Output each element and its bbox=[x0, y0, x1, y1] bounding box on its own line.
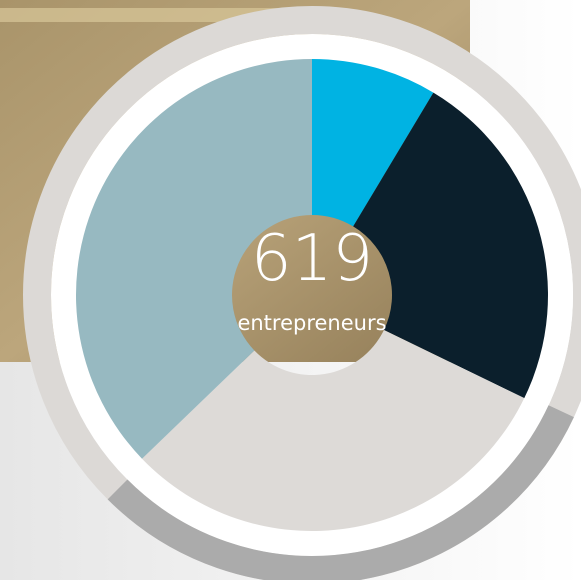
center-label: entrepreneurs bbox=[237, 311, 386, 335]
outer-ring-accent bbox=[107, 405, 574, 580]
donut-segment bbox=[312, 59, 434, 227]
ring-gap bbox=[51, 34, 573, 556]
donut-segment bbox=[142, 329, 525, 532]
donut bbox=[76, 59, 548, 532]
donut-segment bbox=[76, 59, 312, 459]
donut-segment bbox=[353, 92, 548, 399]
center-value: 619 bbox=[251, 222, 373, 296]
